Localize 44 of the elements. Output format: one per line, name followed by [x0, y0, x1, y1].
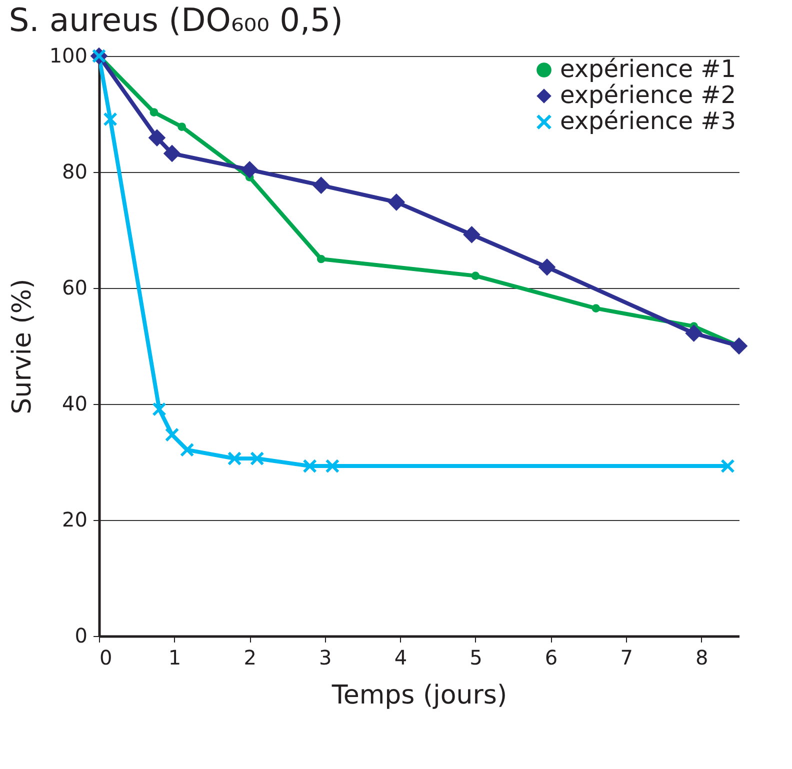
- y-tick-label: 20: [62, 508, 88, 532]
- point: [685, 324, 702, 342]
- point: [471, 272, 480, 280]
- point: [730, 337, 748, 355]
- point: [388, 194, 406, 211]
- point: [180, 443, 194, 457]
- x-tick-label: 8: [695, 646, 708, 670]
- x-tick-label: 4: [394, 646, 408, 670]
- point: [316, 254, 326, 264]
- point: [312, 176, 330, 194]
- x-axis-title: Temps (jours): [330, 680, 508, 710]
- x-tick-label: 5: [470, 646, 482, 670]
- x-tick-label: 6: [544, 646, 558, 670]
- point: [104, 112, 117, 126]
- point: [165, 428, 179, 442]
- legend-label: expérience #3: [560, 107, 736, 135]
- point: [178, 122, 186, 131]
- point: [463, 226, 480, 244]
- point: [538, 258, 556, 276]
- y-tick-label: 40: [62, 392, 88, 416]
- chart-title: S. aureus (DO₆₀₀ 0,5): [8, 1, 343, 39]
- point: [148, 129, 166, 146]
- point: [150, 108, 158, 116]
- point: [228, 452, 242, 466]
- point: [250, 452, 264, 466]
- y-tick-label: 80: [62, 160, 88, 184]
- y-axis-title: Survie (%): [7, 278, 38, 414]
- x-tick-label: 2: [244, 646, 256, 670]
- legend-label: expérience #1: [560, 55, 736, 83]
- point: [721, 459, 734, 473]
- y-tick-label: 60: [62, 276, 88, 300]
- y-tick-label: 100: [49, 44, 88, 68]
- point: [592, 304, 600, 312]
- point: [152, 402, 166, 416]
- y-tick-label: 0: [74, 624, 88, 648]
- point: [303, 459, 317, 473]
- x-tick-label: 3: [319, 646, 332, 670]
- point: [163, 144, 181, 162]
- x-tick-label: 1: [168, 646, 182, 670]
- point: [326, 459, 340, 473]
- point: [240, 161, 258, 178]
- legend-label: expérience #2: [560, 81, 736, 109]
- x-tick-label: 0: [100, 646, 112, 670]
- x-tick-label: 7: [620, 646, 633, 670]
